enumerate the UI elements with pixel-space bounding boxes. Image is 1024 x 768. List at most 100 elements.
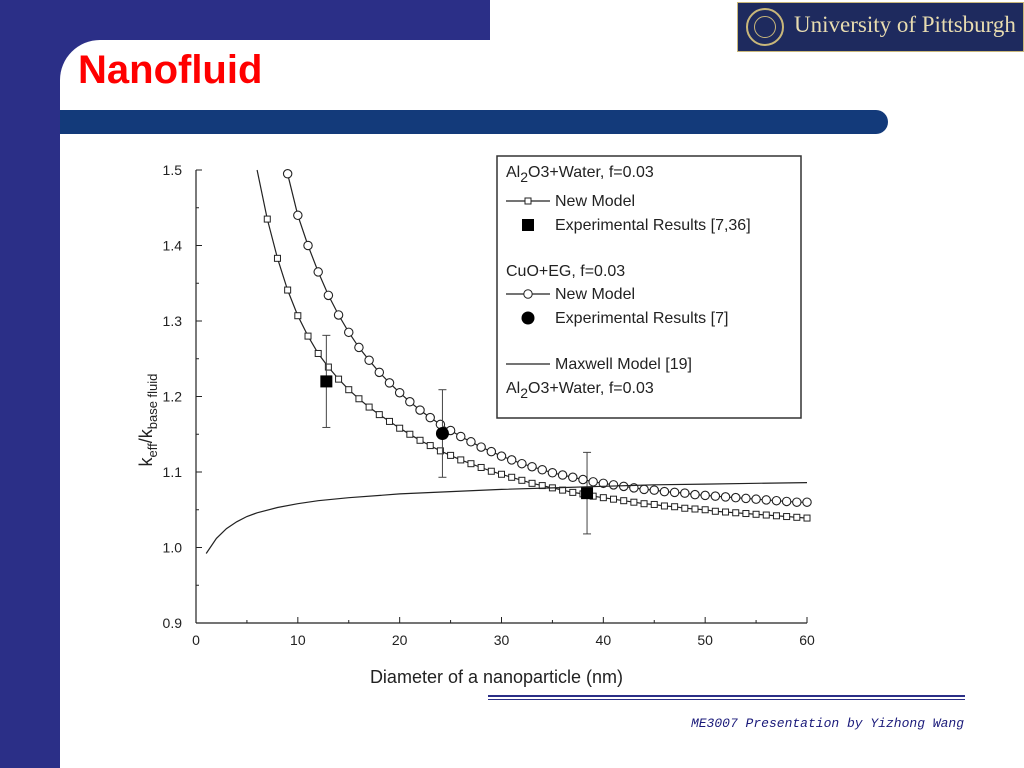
square-marker [518,476,526,484]
x-tick-label: 40 [596,632,612,648]
circle-marker [720,492,731,502]
circle-marker [323,290,334,301]
experimental-square-marker [320,375,333,388]
circle-marker [700,490,710,501]
circle-marker [405,397,415,407]
experimental-square-marker [581,487,594,500]
circle-marker [639,484,649,495]
legend-label: New Model [555,193,635,210]
square-marker [355,395,363,403]
x-tick-label: 10 [290,632,306,648]
x-tick-label: 20 [392,632,408,648]
circle-marker [486,446,497,457]
square-marker [671,503,679,511]
circle-marker [344,327,354,338]
top-frame-bar [0,0,490,40]
circle-marker [313,267,323,277]
circle-marker [568,472,578,483]
circle-marker [333,310,344,320]
y-axis-label: keff/kbase fluid [136,374,160,467]
square-marker [732,509,740,517]
square-marker [508,473,516,481]
square-marker [752,510,760,518]
circle-marker [374,367,385,378]
square-marker [660,502,668,510]
square-marker [620,497,628,505]
square-marker [375,411,383,419]
circle-marker [394,387,405,398]
square-marker [640,500,648,508]
circle-marker [781,496,792,507]
x-axis-label: Diameter of a nanoparticle (nm) [370,667,623,687]
square-marker [416,436,424,444]
circle-marker [659,486,670,497]
legend-label: Experimental Results [7] [555,310,728,327]
circle-marker [649,485,659,495]
circle-marker [578,474,588,485]
circle-marker [690,489,700,500]
legend-filled-circle [521,311,535,325]
circle-marker [547,468,558,478]
circle-marker [303,240,313,251]
square-marker [498,470,505,478]
circle-marker [517,458,527,469]
square-marker [314,349,322,357]
circle-marker [425,412,435,423]
circle-marker [598,478,609,489]
legend-filled-square [522,219,534,231]
x-tick-label: 60 [799,632,815,648]
legend-heading: Al2O3+Water, f=0.03 [506,164,654,185]
cuo-new-model-line [287,173,807,503]
circle-marker [792,497,802,507]
chart-svg: 0 10 20 30 40 50 60 0.9 1.0 1.1 1.2 1.3 1.4 1.5 Diamet… [136,155,815,687]
circle-marker [710,491,721,501]
square-marker [477,463,485,471]
legend-heading: Al2O3+Water, f=0.03 [506,380,654,401]
y-tick-label: 1.4 [163,238,183,254]
square-marker [783,513,791,521]
y-tick-label: 0.9 [163,615,183,631]
circle-marker [496,451,507,461]
square-marker [793,513,801,521]
square-marker [599,494,607,502]
left-frame-bar [0,0,60,768]
x-tick-label: 0 [192,632,200,648]
square-marker [803,514,811,522]
x-tick-label: 30 [494,632,510,648]
square-marker [467,460,475,468]
circle-marker [761,495,772,505]
square-marker [528,479,536,487]
square-marker [406,430,414,438]
square-marker [335,375,343,383]
footer-credit: ME3007 Presentation by Yizhong Wang [690,716,964,731]
y-tick-label: 1.1 [163,464,183,480]
square-marker [569,488,577,496]
circle-marker [364,355,374,366]
circle-marker [282,169,293,179]
legend-circle-marker [523,289,533,299]
square-marker [365,403,373,411]
square-marker [385,417,393,425]
maxwell-model-line [205,482,808,554]
square-marker [701,506,709,514]
square-marker [294,312,302,320]
square-marker [324,363,332,371]
square-marker [772,512,780,520]
circle-marker [669,487,680,498]
circle-marker [415,405,425,415]
circle-marker [588,477,598,487]
square-marker [436,447,444,455]
seal-icon [746,8,784,46]
circle-marker [680,488,690,498]
square-marker [457,456,465,464]
legend-heading: CuO+EG, f=0.03 [506,263,625,280]
y-tick-label: 1.0 [163,540,183,556]
circle-marker [456,431,466,442]
x-tick-label: 50 [697,632,713,648]
square-marker [487,467,495,475]
legend-label: Experimental Results [7,36] [555,217,751,234]
circle-marker [751,494,761,504]
circle-marker [771,495,782,506]
university-logo: University of Pittsburgh [737,2,1024,52]
square-marker [630,498,638,506]
